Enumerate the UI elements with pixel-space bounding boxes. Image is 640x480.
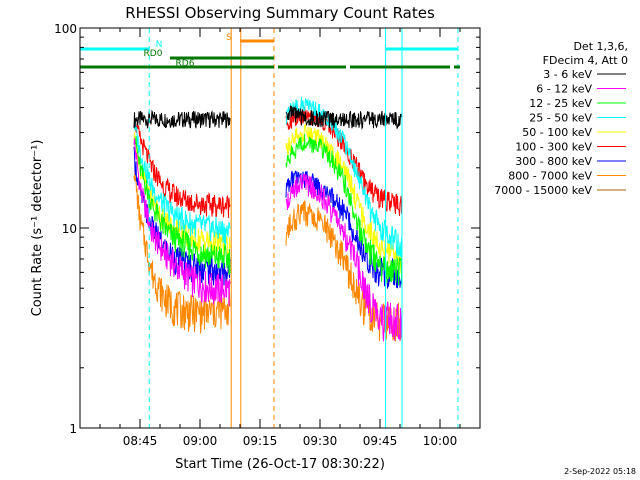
x-axis-label: Start Time (26-Oct-17 08:30:22)	[175, 457, 385, 472]
series-layer	[133, 96, 403, 342]
x-tick-label: 08:45	[123, 434, 158, 448]
legend-header-line: Det 1,3,6,	[573, 40, 628, 53]
legend-entry-label: 800 - 7000 keV	[508, 170, 592, 183]
legend-entry-label: 100 - 300 keV	[515, 141, 592, 154]
legend-entry-label: 7000 - 15000 keV	[494, 184, 592, 197]
series-line-50-100-kev	[285, 123, 403, 274]
flag-label-rd0: RD0	[144, 49, 163, 59]
legend-entry-label: 3 - 6 keV	[543, 68, 592, 81]
y-axis-label: Count Rate (s⁻¹ detector⁻¹)	[30, 140, 45, 317]
legend-entry-label: 300 - 800 keV	[515, 155, 592, 168]
x-tick-label: 09:00	[183, 434, 218, 448]
legend-header-line: FDecim 4, Att 0	[543, 54, 628, 67]
series-line-25-50-kev	[133, 122, 231, 246]
legend-entry-label: 25 - 50 keV	[529, 112, 592, 125]
y-tick-label: 1	[69, 422, 77, 436]
series-line-6-12-kev	[285, 173, 403, 342]
y-tick-label: 10	[62, 222, 77, 236]
flag-label-s: S	[226, 33, 232, 43]
series-line-25-50-kev	[285, 96, 403, 258]
x-tick-label: 09:45	[363, 434, 398, 448]
x-tick-label: 09:30	[303, 434, 338, 448]
legend-entry-label: 50 - 100 keV	[522, 126, 592, 139]
series-line-12-25-kev	[285, 133, 403, 290]
flag-label-n: N	[156, 40, 163, 50]
flag-label-rd6: RD6	[176, 59, 195, 69]
axes: 08:45 09:00 09:15 09:30 09:45 10:00 1 10 100	[54, 22, 481, 448]
series-line-6-12-kev	[133, 138, 231, 307]
y-tick-label: 100	[54, 22, 77, 36]
x-tick-label: 10:00	[423, 434, 458, 448]
footer-date: 2-Sep-2022 05:18	[564, 467, 636, 476]
chart-title: RHESSI Observing Summary Count Rates	[125, 4, 435, 22]
legend-entry-label: 6 - 12 keV	[536, 83, 592, 96]
series-line-12-25-kev	[133, 136, 231, 275]
series-line-100-300-kev	[133, 118, 231, 219]
marker-layer	[148, 28, 459, 428]
x-tick-label: 09:15	[243, 434, 278, 448]
series-line-3-6-kev	[285, 105, 403, 130]
series-line-3-6-kev	[133, 109, 231, 129]
legend-entry-label: 12 - 25 keV	[529, 97, 592, 110]
